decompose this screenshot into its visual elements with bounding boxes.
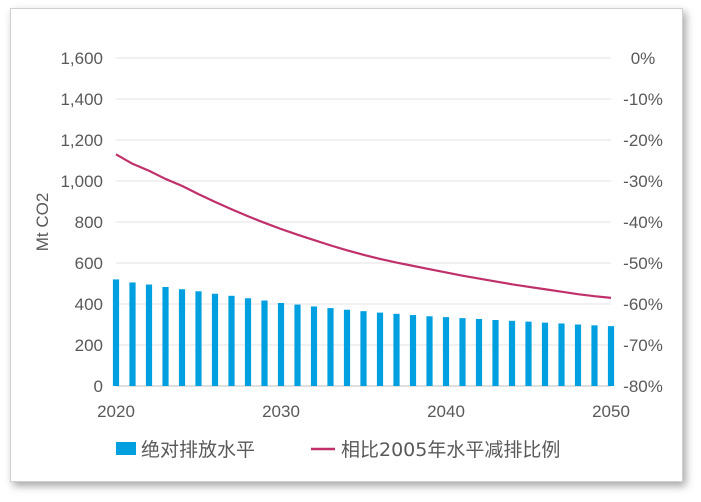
bar xyxy=(261,300,268,386)
bar xyxy=(360,311,367,386)
y-tick-label: 600 xyxy=(75,254,103,273)
bar xyxy=(376,312,384,386)
bar xyxy=(607,326,615,386)
x-tick-label: 2030 xyxy=(262,402,300,421)
y2-tick-label: -50% xyxy=(623,254,663,273)
bar xyxy=(112,279,120,386)
bar xyxy=(129,282,136,386)
y-tick-label: 200 xyxy=(75,336,103,355)
y-tick-label: 400 xyxy=(75,295,103,314)
legend-bar-label: 绝对排放水平 xyxy=(141,439,255,461)
bar xyxy=(228,295,235,386)
bar xyxy=(508,320,516,386)
x-tick-label: 2050 xyxy=(592,402,630,421)
bar xyxy=(244,298,252,386)
bar xyxy=(145,284,153,386)
y2-tick-label: -40% xyxy=(623,213,663,232)
y-tick-label: 1,400 xyxy=(60,90,103,109)
y2-tick-label: -10% xyxy=(623,90,663,109)
legend-line-label: 相比2005年水平减排比例 xyxy=(341,439,560,461)
bar xyxy=(591,325,598,386)
x-tick-label: 2040 xyxy=(427,402,465,421)
bar xyxy=(492,319,499,386)
y2-tick-label: 0% xyxy=(631,49,656,68)
y2-tick-label: -70% xyxy=(623,336,663,355)
bar xyxy=(426,316,433,386)
x-tick-label: 2020 xyxy=(97,402,135,421)
x-axis: 2020 2030 2040 2050 xyxy=(97,402,630,421)
bar xyxy=(178,289,186,386)
line-series-path xyxy=(115,153,612,299)
y-tick-label: 1,600 xyxy=(60,49,103,68)
bar xyxy=(195,291,202,386)
bar-series xyxy=(112,279,615,386)
bar xyxy=(294,304,301,386)
bar xyxy=(409,315,417,386)
bar xyxy=(343,309,351,386)
bar xyxy=(525,321,532,386)
bar xyxy=(277,302,285,386)
y-tick-label: 1,200 xyxy=(60,131,103,150)
y2-tick-label: -80% xyxy=(623,377,663,396)
y-tick-label: 0 xyxy=(94,377,103,396)
y2-tick-label: -20% xyxy=(623,131,663,150)
combo-chart: 0 200 400 600 800 1,000 1,200 1,400 1,600 -80% -7… xyxy=(33,49,663,461)
bar xyxy=(162,286,169,386)
y-axis-title: Mt CO2 xyxy=(33,193,52,252)
y-axis-right: -80% -70% -60% -50% -40% -30% -20% -10% 0% xyxy=(623,49,663,396)
bar xyxy=(558,323,565,386)
bar xyxy=(310,306,318,386)
bar xyxy=(442,317,450,386)
chart-frame: 0 200 400 600 800 1,000 1,200 1,400 1,600 -80% -7… xyxy=(10,8,683,482)
y-axis-left: 0 200 400 600 800 1,000 1,200 1,400 1,600 xyxy=(60,49,103,396)
y-tick-label: 1,000 xyxy=(60,172,103,191)
bar xyxy=(574,324,582,386)
bar xyxy=(393,313,400,386)
bar xyxy=(459,318,466,386)
y2-tick-label: -60% xyxy=(623,295,663,314)
bar xyxy=(475,318,483,386)
legend: 绝对排放水平 相比2005年水平减排比例 xyxy=(116,439,560,461)
y2-tick-label: -30% xyxy=(623,172,663,191)
bar xyxy=(211,293,219,386)
bar xyxy=(541,322,549,386)
legend-bar-swatch xyxy=(116,442,136,455)
bar xyxy=(327,308,334,386)
y-tick-label: 800 xyxy=(75,213,103,232)
